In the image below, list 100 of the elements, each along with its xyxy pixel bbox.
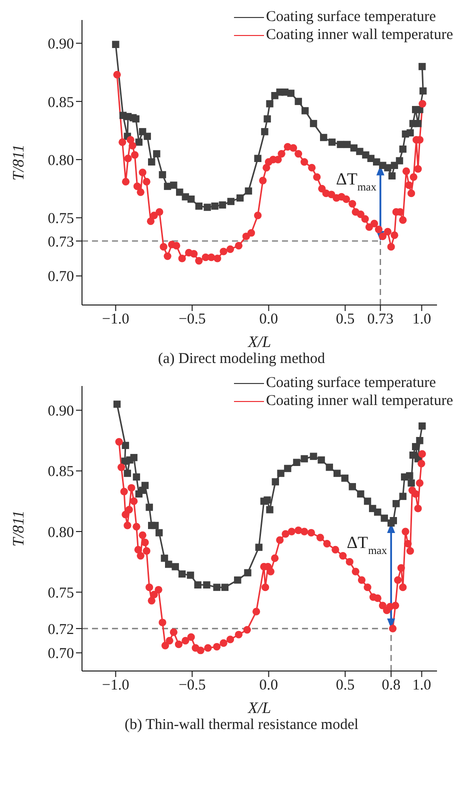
point <box>186 572 194 579</box>
point <box>244 187 252 195</box>
legend-label: Coating inner wall temperature <box>266 26 453 44</box>
point <box>264 115 271 122</box>
point <box>266 506 274 514</box>
point <box>178 570 186 578</box>
x-tick-label: 0.73 <box>367 312 394 328</box>
point <box>396 157 404 164</box>
point <box>213 584 220 591</box>
point <box>277 470 284 477</box>
x-tick-label: 0.0 <box>259 312 278 328</box>
point <box>416 106 424 114</box>
legend-label: Coating surface temperature <box>266 8 436 26</box>
x-tick-label: 0.8 <box>382 678 400 694</box>
y-tick-label: 0.80 <box>48 524 74 541</box>
point <box>418 62 426 70</box>
point <box>132 473 140 481</box>
point <box>344 140 351 148</box>
point <box>176 188 184 196</box>
point <box>153 150 160 158</box>
y-tick-label: 0.72 <box>48 622 74 638</box>
point <box>348 483 356 490</box>
point <box>357 490 364 498</box>
y-tick-label: 0.90 <box>48 36 74 53</box>
point <box>132 115 140 122</box>
point <box>399 146 406 153</box>
point <box>236 194 244 202</box>
point <box>112 40 120 48</box>
x-tick-label: −1.0 <box>102 678 130 694</box>
x-tick-label: 0.0 <box>259 678 278 694</box>
point <box>141 482 149 490</box>
point <box>302 107 309 114</box>
point <box>227 198 234 206</box>
point <box>390 517 397 524</box>
y-axis-title: T/811 <box>10 144 28 181</box>
point <box>284 464 292 472</box>
point <box>328 138 336 146</box>
point <box>414 120 422 128</box>
y-tick-label: 0.85 <box>48 94 74 111</box>
point <box>122 442 130 450</box>
x-tick-label: 1.0 <box>412 678 432 694</box>
point <box>170 182 178 189</box>
point <box>254 154 262 162</box>
point <box>300 455 308 462</box>
point <box>408 479 415 487</box>
point <box>310 120 318 128</box>
x-tick-label: −0.5 <box>178 312 206 328</box>
point <box>294 98 302 106</box>
point <box>341 474 348 482</box>
point <box>364 498 372 505</box>
point <box>130 454 138 462</box>
point <box>172 563 179 570</box>
point <box>264 496 271 504</box>
point <box>419 87 427 95</box>
annotation: ΔT$_{max}$ <box>336 170 377 194</box>
point <box>287 90 294 97</box>
y-tick-label: 0.70 <box>48 269 74 286</box>
point <box>204 204 211 211</box>
x-tick-label: 0.5 <box>336 312 355 328</box>
x-tick-label: −0.5 <box>178 678 206 694</box>
point <box>144 132 151 140</box>
point <box>392 500 400 508</box>
point <box>293 458 300 466</box>
point <box>156 529 163 536</box>
y-tick-label: 0.70 <box>48 646 74 662</box>
text: (a) Direct modeling method <box>156 351 326 368</box>
y-tick-label: 0.85 <box>48 464 74 480</box>
point <box>195 202 203 210</box>
x-tick-label: 0.5 <box>336 678 355 694</box>
y-tick-label: 0.80 <box>48 152 74 169</box>
point <box>261 128 268 136</box>
point <box>326 464 334 471</box>
point <box>272 478 280 486</box>
point <box>266 100 274 108</box>
point <box>124 470 132 477</box>
x-tick-label: 1.0 <box>412 312 432 328</box>
point <box>310 452 318 460</box>
point <box>356 148 364 156</box>
y-tick-label: 0.90 <box>48 404 74 420</box>
point <box>203 581 210 588</box>
point <box>244 569 252 576</box>
point <box>320 134 328 142</box>
x-tick-label: −1.0 <box>102 312 130 328</box>
annotation: ΔT$_{max}$ <box>346 533 388 558</box>
point <box>194 581 202 588</box>
point <box>388 172 396 180</box>
text: (b) Thin-wall thermal resistance model <box>124 717 360 734</box>
point <box>406 472 414 480</box>
y-tick-label: 0.73 <box>48 234 74 250</box>
point <box>160 554 168 562</box>
point <box>218 201 226 209</box>
point <box>234 576 242 584</box>
point <box>399 492 406 500</box>
point <box>113 400 121 408</box>
point <box>135 138 143 146</box>
y-tick-label: 0.75 <box>48 211 74 228</box>
y-tick-label: 0.75 <box>48 585 74 602</box>
point <box>188 196 195 203</box>
point <box>255 544 262 551</box>
point <box>211 202 218 210</box>
